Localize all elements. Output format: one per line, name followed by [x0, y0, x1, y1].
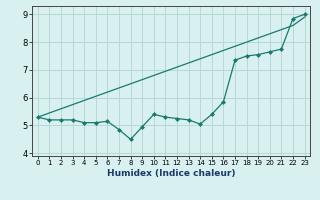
X-axis label: Humidex (Indice chaleur): Humidex (Indice chaleur) — [107, 169, 236, 178]
